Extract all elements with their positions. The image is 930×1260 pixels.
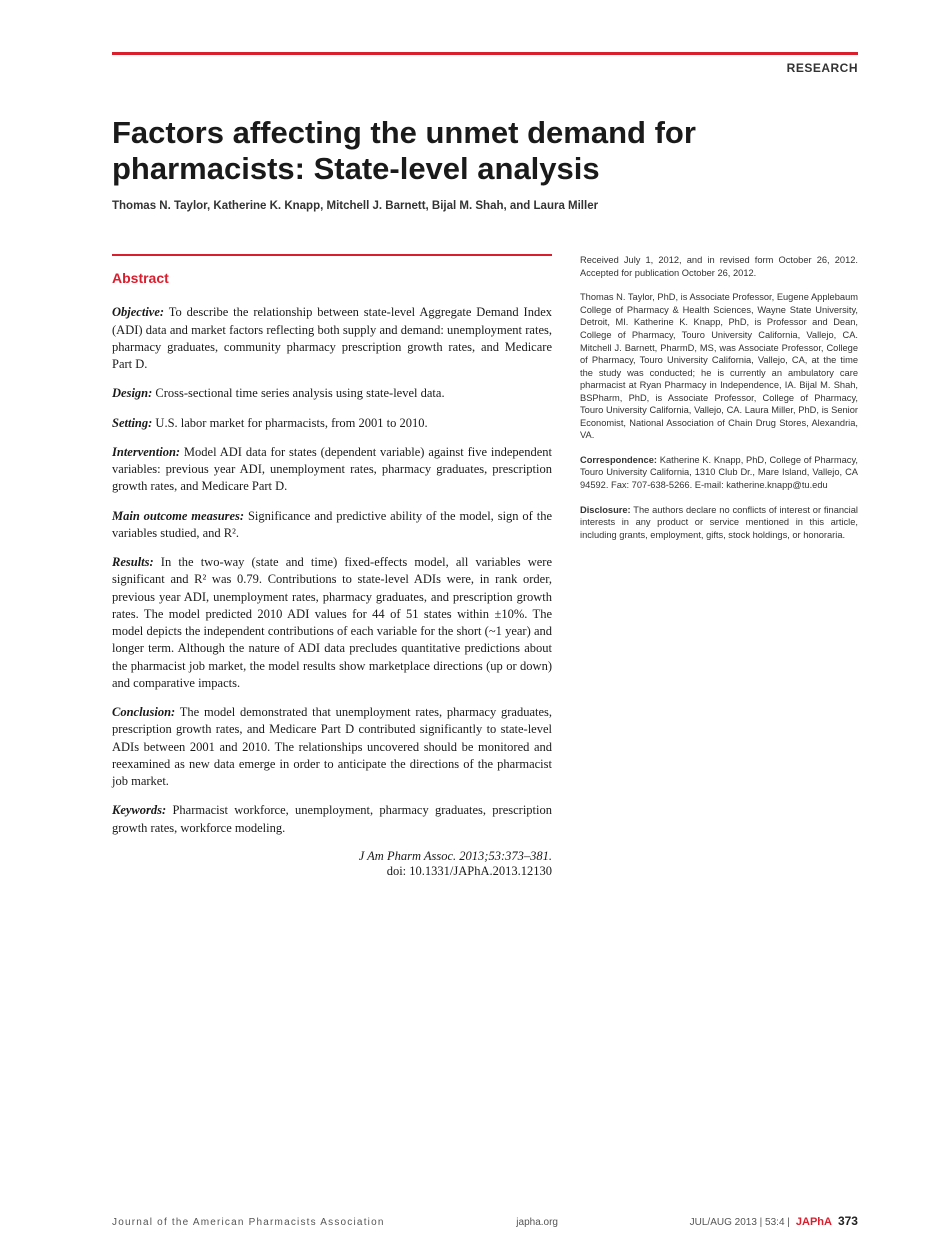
correspondence-label: Correspondence: <box>580 455 657 465</box>
objective-label: Objective: <box>112 305 164 319</box>
setting-text: U.S. labor market for pharmacists, from … <box>152 416 427 430</box>
footer-issue: JUL/AUG 2013 | 53:4 | <box>690 1217 790 1228</box>
abstract-keywords: Keywords: Pharmacist workforce, unemploy… <box>112 802 552 837</box>
citation: J Am Pharm Assoc. 2013;53:373–381. doi: … <box>112 849 552 879</box>
correspondence-block: Correspondence: Katherine K. Knapp, PhD,… <box>580 454 858 492</box>
conclusion-label: Conclusion: <box>112 705 175 719</box>
abstract-design: Design: Cross-sectional time series anal… <box>112 385 552 402</box>
top-rule <box>112 52 858 55</box>
citation-line1: J Am Pharm Assoc. 2013;53:373–381. <box>359 849 552 863</box>
sidebar-column: Received July 1, 2012, and in revised fo… <box>580 254 858 879</box>
measures-label: Main outcome measures: <box>112 509 244 523</box>
section-label: RESEARCH <box>112 61 858 75</box>
setting-label: Setting: <box>112 416 152 430</box>
conclusion-text: The model demonstrated that unemployment… <box>112 705 552 788</box>
footer-pagenum: 373 <box>838 1214 858 1228</box>
results-label: Results: <box>112 555 154 569</box>
intervention-label: Intervention: <box>112 445 180 459</box>
abstract-column: Abstract Objective: To describe the rela… <box>112 254 552 879</box>
abstract-heading: Abstract <box>112 270 552 286</box>
footer-journal: Journal of the American Pharmacists Asso… <box>112 1217 385 1228</box>
keywords-text: Pharmacist workforce, unemployment, phar… <box>112 803 552 834</box>
abstract-objective: Objective: To describe the relationship … <box>112 304 552 373</box>
received-block: Received July 1, 2012, and in revised fo… <box>580 254 858 279</box>
design-text: Cross-sectional time series analysis usi… <box>152 386 444 400</box>
article-title: Factors affecting the unmet demand for p… <box>112 115 858 186</box>
results-text: In the two-way (state and time) fixed-ef… <box>112 555 552 690</box>
citation-doi: doi: 10.1331/JAPhA.2013.12130 <box>387 864 552 878</box>
design-label: Design: <box>112 386 152 400</box>
disclosure-block: Disclosure: The authors declare no confl… <box>580 504 858 542</box>
disclosure-label: Disclosure: <box>580 505 631 515</box>
footer-brand: JAPhA <box>796 1216 832 1228</box>
content-columns: Abstract Objective: To describe the rela… <box>112 254 858 879</box>
author-bios: Thomas N. Taylor, PhD, is Associate Prof… <box>580 291 858 442</box>
abstract-intervention: Intervention: Model ADI data for states … <box>112 444 552 496</box>
abstract-rule <box>112 254 552 256</box>
abstract-conclusion: Conclusion: The model demonstrated that … <box>112 704 552 790</box>
keywords-label: Keywords: <box>112 803 166 817</box>
abstract-setting: Setting: U.S. labor market for pharmacis… <box>112 415 552 432</box>
abstract-results: Results: In the two-way (state and time)… <box>112 554 552 692</box>
footer-site: japha.org <box>516 1217 558 1228</box>
author-list: Thomas N. Taylor, Katherine K. Knapp, Mi… <box>112 200 858 212</box>
page-footer: Journal of the American Pharmacists Asso… <box>112 1214 858 1228</box>
footer-page-info: JUL/AUG 2013 | 53:4 | JAPhA 373 <box>690 1214 858 1228</box>
abstract-measures: Main outcome measures: Significance and … <box>112 508 552 543</box>
objective-text: To describe the relationship between sta… <box>112 305 552 371</box>
